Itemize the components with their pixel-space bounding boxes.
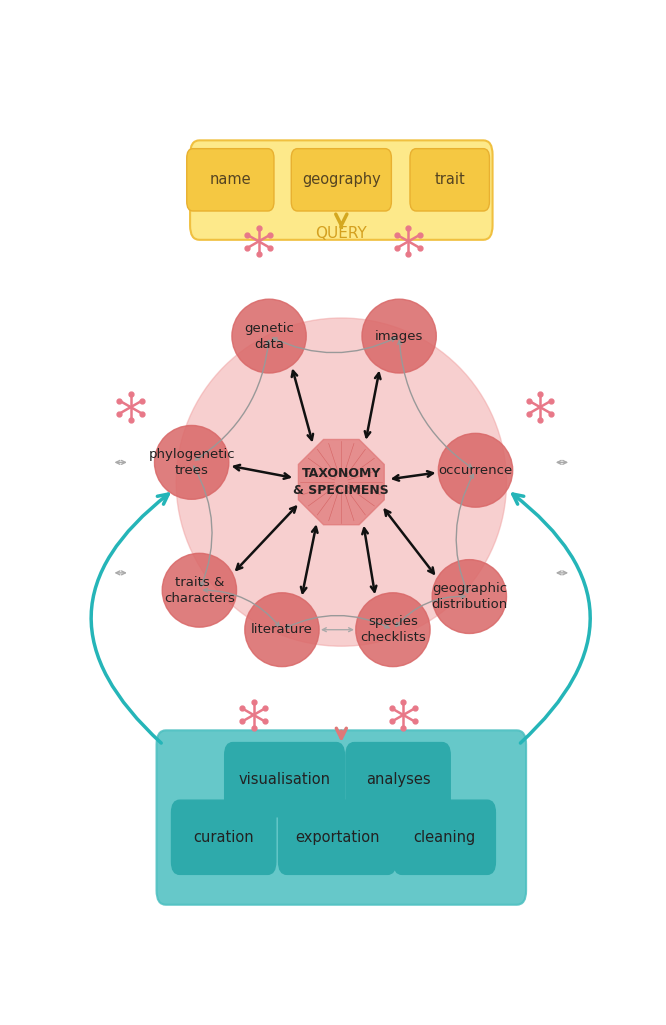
Ellipse shape	[356, 592, 430, 666]
FancyArrowPatch shape	[91, 494, 168, 743]
Text: trait: trait	[434, 172, 465, 188]
Text: analyses: analyses	[366, 772, 430, 787]
Text: species
checklists: species checklists	[360, 615, 426, 644]
Text: TAXONOMY
& SPECIMENS: TAXONOMY & SPECIMENS	[294, 467, 389, 497]
FancyBboxPatch shape	[172, 801, 276, 874]
Polygon shape	[298, 440, 384, 525]
Text: QUERY: QUERY	[316, 227, 367, 242]
Text: occurrence: occurrence	[438, 463, 513, 477]
Ellipse shape	[245, 592, 319, 666]
Text: visualisation: visualisation	[238, 772, 330, 787]
Ellipse shape	[362, 299, 436, 373]
FancyBboxPatch shape	[291, 149, 392, 211]
FancyBboxPatch shape	[410, 149, 490, 211]
Ellipse shape	[176, 318, 506, 646]
FancyBboxPatch shape	[346, 742, 450, 817]
FancyBboxPatch shape	[394, 801, 496, 874]
FancyArrowPatch shape	[513, 494, 590, 743]
Text: phylogenetic
trees: phylogenetic trees	[149, 448, 235, 477]
Text: literature: literature	[251, 623, 313, 637]
Ellipse shape	[432, 560, 506, 633]
Text: exportation: exportation	[295, 830, 380, 845]
Text: geography: geography	[302, 172, 381, 188]
FancyBboxPatch shape	[224, 742, 344, 817]
FancyBboxPatch shape	[157, 731, 526, 905]
Text: geographic
distribution: geographic distribution	[431, 582, 507, 611]
FancyBboxPatch shape	[186, 149, 274, 211]
Text: genetic
data: genetic data	[244, 322, 294, 351]
Ellipse shape	[438, 434, 513, 507]
Ellipse shape	[155, 425, 229, 499]
Ellipse shape	[163, 554, 236, 627]
Text: cleaning: cleaning	[414, 830, 476, 845]
FancyBboxPatch shape	[278, 801, 396, 874]
Text: traits &
characters: traits & characters	[164, 576, 235, 605]
FancyBboxPatch shape	[190, 140, 493, 240]
Text: name: name	[210, 172, 251, 188]
Text: images: images	[375, 330, 424, 342]
Ellipse shape	[232, 299, 306, 373]
Text: curation: curation	[193, 830, 254, 845]
